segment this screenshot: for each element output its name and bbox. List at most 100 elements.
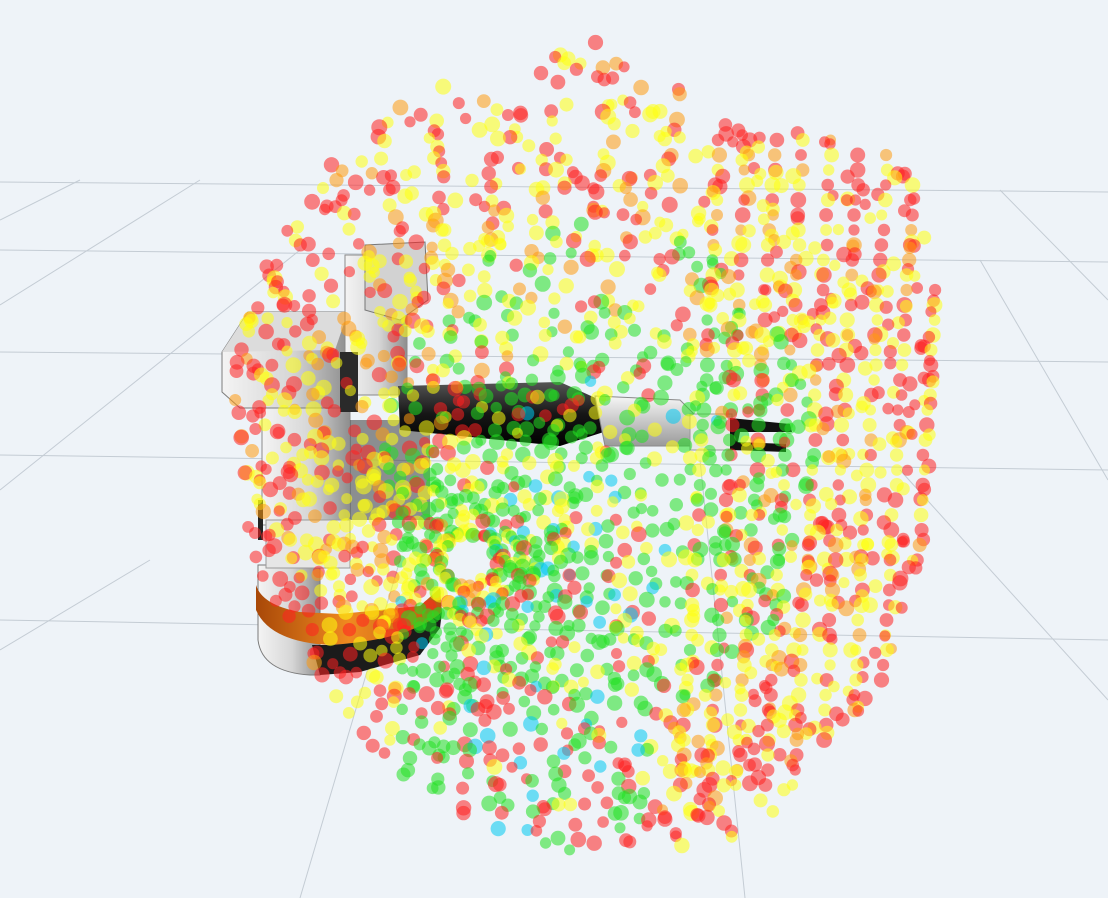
reachability-sphere	[456, 805, 471, 821]
reachability-sphere	[618, 61, 630, 73]
reachability-sphere	[532, 814, 547, 828]
reachability-sphere	[293, 238, 307, 252]
reachability-sphere	[661, 196, 678, 213]
reachability-sphere	[366, 414, 383, 431]
reachability-sphere	[331, 537, 346, 552]
reachability-sphere	[253, 476, 267, 490]
grid-line	[999, 189, 1108, 301]
reachability-sphere	[896, 482, 910, 496]
reachability-sphere	[481, 166, 496, 181]
reachability-sphere	[622, 586, 638, 602]
reachability-sphere	[390, 641, 403, 655]
reachability-sphere	[373, 490, 387, 503]
reachability-sphere	[757, 297, 773, 313]
reachability-sphere	[916, 494, 929, 506]
reachability-sphere	[529, 225, 544, 241]
reachability-sphere	[687, 552, 703, 568]
reachability-sphere	[645, 565, 658, 578]
reachability-sphere	[768, 148, 782, 162]
reachability-sphere	[603, 424, 618, 440]
reachability-sphere	[665, 440, 680, 454]
reachability-sphere	[713, 597, 729, 613]
reachability-sphere	[435, 363, 450, 378]
reachability-sphere	[396, 662, 409, 675]
reachability-sphere	[917, 230, 932, 245]
reachability-sphere	[249, 423, 262, 435]
reachability-sphere	[408, 641, 420, 653]
reachability-sphere	[691, 523, 704, 537]
reachability-sphere	[337, 205, 352, 221]
reachability-sphere	[921, 404, 934, 416]
reachability-sphere	[319, 203, 331, 216]
reachability-sphere	[642, 106, 659, 123]
reachability-sphere	[608, 588, 621, 602]
reachability-sphere	[311, 568, 324, 582]
reachability-sphere	[326, 294, 341, 309]
reachability-sphere	[882, 318, 895, 331]
reachability-sphere	[769, 132, 785, 148]
reachability-sphere	[600, 279, 616, 295]
reachability-sphere	[784, 422, 796, 434]
reachability-sphere	[611, 648, 622, 659]
reachability-sphere	[674, 597, 687, 610]
reachability-sphere	[535, 190, 550, 205]
reachability-sphere	[465, 173, 479, 188]
reachability-sphere	[452, 362, 465, 375]
reachability-sphere	[666, 785, 682, 802]
reachability-sphere	[689, 659, 705, 675]
reachability-sphere	[451, 305, 465, 319]
reachability-sphere	[323, 484, 334, 496]
reachability-sphere	[305, 623, 319, 637]
reachability-sphere	[350, 562, 365, 577]
reachability-sphere	[780, 403, 795, 417]
reachability-sphere	[729, 779, 742, 791]
reachability-sphere	[721, 269, 736, 285]
reachability-sphere	[460, 112, 472, 125]
reachability-sphere	[278, 587, 293, 602]
reachability-sphere	[911, 282, 923, 294]
reachability-sphere	[396, 703, 408, 715]
reachability-sphere	[774, 661, 789, 677]
reachability-sphere	[293, 572, 305, 584]
reachability-sphere	[874, 238, 889, 252]
reachability-sphere	[926, 375, 940, 389]
reachability-sphere	[520, 299, 536, 316]
reachability-sphere	[521, 600, 534, 613]
reachability-sphere	[356, 613, 370, 627]
reachability-sphere	[508, 481, 520, 493]
reachability-sphere	[538, 204, 553, 219]
reachability-sphere	[341, 493, 353, 505]
reachability-sphere	[904, 193, 917, 207]
reachability-sphere	[314, 596, 329, 610]
reachability-sphere	[242, 325, 256, 338]
reachability-sphere	[347, 207, 361, 221]
reachability-sphere	[258, 418, 272, 432]
reachability-sphere	[795, 612, 811, 628]
reachability-sphere	[371, 367, 387, 383]
reachability-sphere	[369, 670, 384, 685]
reachability-sphere	[838, 387, 854, 403]
reachability-sphere	[784, 344, 796, 356]
reachability-sphere	[569, 696, 585, 713]
reachability-sphere	[597, 72, 612, 87]
reachability-sphere	[388, 386, 401, 399]
reachability-sphere	[607, 315, 621, 329]
reachability-sphere	[342, 707, 355, 719]
reachability-sphere	[338, 669, 354, 685]
reachability-sphere	[384, 734, 396, 746]
reachability-sphere	[669, 498, 683, 512]
reachability-sphere	[692, 215, 704, 228]
reachability-sphere	[493, 777, 507, 792]
reachability-sphere	[709, 642, 725, 658]
reachability-sphere	[549, 460, 564, 474]
reachability-sphere	[551, 505, 564, 517]
reachability-sphere	[619, 249, 631, 262]
reachability-sphere	[637, 700, 653, 717]
reachability-sphere	[323, 157, 340, 173]
reachability-sphere	[855, 400, 869, 414]
reachability-sphere	[822, 613, 837, 627]
reachability-sphere	[441, 670, 455, 685]
reachability-sphere	[793, 627, 808, 643]
